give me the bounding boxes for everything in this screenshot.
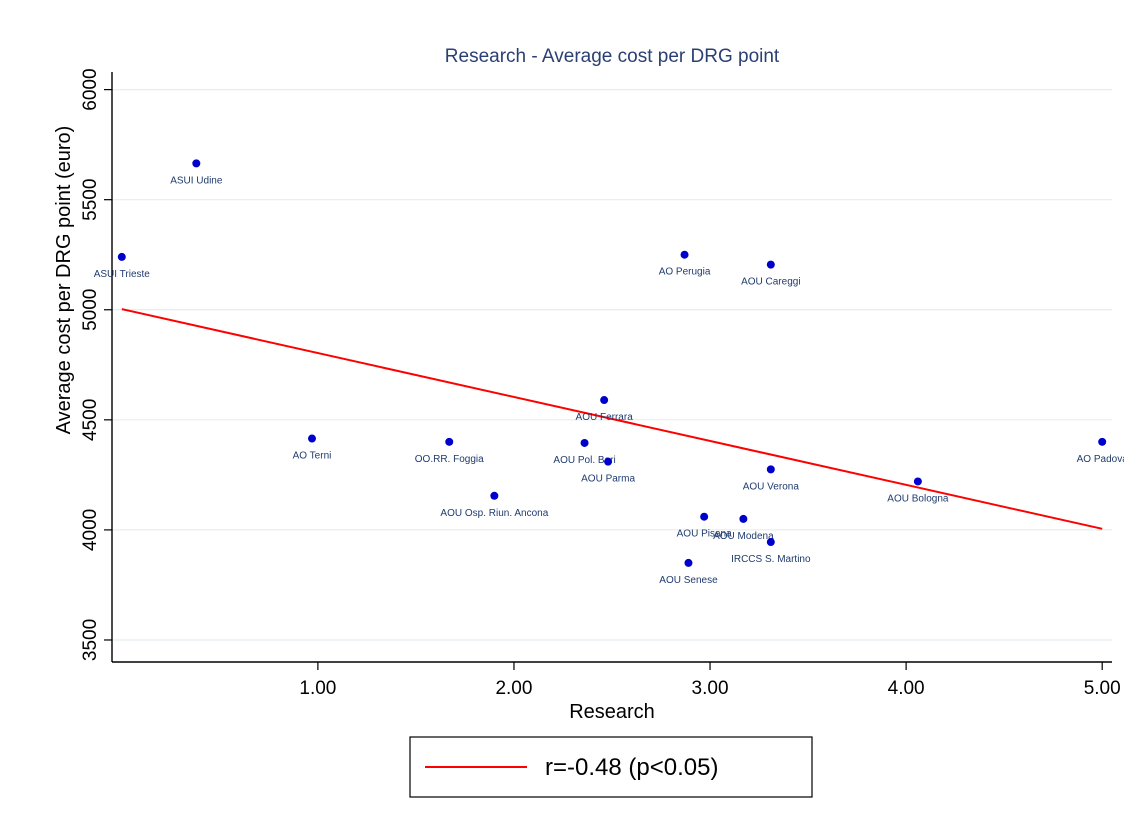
point-label: AOU Osp. Riun. Ancona <box>440 508 548 519</box>
fit-line-layer <box>121 308 1103 530</box>
data-point <box>1098 437 1107 446</box>
legend-label: r=-0.48 (p<0.05) <box>545 754 718 781</box>
x-tick-label: 4.00 <box>888 678 925 699</box>
y-tick-label: 5500 <box>80 179 101 221</box>
plot-area <box>112 72 1112 662</box>
y-tick-label: 4000 <box>80 509 101 551</box>
data-points: ASUI Udine ASUI Trieste AO Perugia AOU Care… <box>94 159 1124 586</box>
data-point <box>739 514 748 523</box>
x-tick-label: 5.00 <box>1084 678 1121 699</box>
point-label: AOU Pisana <box>677 529 732 540</box>
point-label: OO.RR. Foggia <box>415 454 484 465</box>
point-label: AOU Verona <box>743 481 800 492</box>
point-label: AOU Pol. Bari <box>553 455 615 466</box>
point-label: AO Padova <box>1077 454 1124 465</box>
data-point <box>700 512 709 521</box>
axes: 3500 4000 4500 5000 5500 6000 1.00 2.00 3.00 4.00… <box>80 68 1121 699</box>
point-label: ASUI Trieste <box>94 269 151 280</box>
point-label: IRCCS S. Martino <box>731 554 811 565</box>
point-label: AOU Senese <box>659 575 718 586</box>
data-point <box>117 252 126 261</box>
x-tick-label: 2.00 <box>495 678 532 699</box>
y-tick-label: 5000 <box>80 289 101 331</box>
chart-title: Research - Average cost per DRG point <box>445 46 780 67</box>
point-label: AOU Careggi <box>741 277 800 288</box>
point-label: AOU Ferrara <box>576 412 634 423</box>
x-tick-label: 1.00 <box>299 678 336 699</box>
data-point <box>684 558 693 567</box>
point-label: AOU Modena <box>713 531 774 542</box>
x-tick-label: 3.00 <box>692 678 729 699</box>
y-tick-label: 6000 <box>80 68 101 110</box>
point-label: ASUI Udine <box>170 175 223 186</box>
y-axis-title: Average cost per DRG point (euro) <box>53 126 75 435</box>
data-point <box>580 438 589 447</box>
data-point <box>766 465 775 474</box>
point-label: AO Perugia <box>659 267 711 278</box>
data-point <box>680 250 689 259</box>
data-point <box>490 491 499 500</box>
x-axis-title: Research <box>569 701 655 723</box>
data-point <box>604 457 613 466</box>
data-point <box>913 477 922 486</box>
data-point <box>766 538 775 547</box>
regression-line <box>121 308 1103 530</box>
data-point <box>445 437 454 446</box>
data-point <box>600 396 609 405</box>
y-tick-label: 3500 <box>80 619 101 661</box>
data-point <box>766 260 775 269</box>
legend: r=-0.48 (p<0.05) <box>409 736 813 798</box>
data-point <box>192 159 201 168</box>
point-label: AOU Bologna <box>887 493 949 504</box>
data-point <box>308 434 316 443</box>
point-label: AO Terni <box>293 451 332 462</box>
y-tick-label: 4500 <box>80 399 101 441</box>
point-label: AOU Parma <box>581 474 635 485</box>
